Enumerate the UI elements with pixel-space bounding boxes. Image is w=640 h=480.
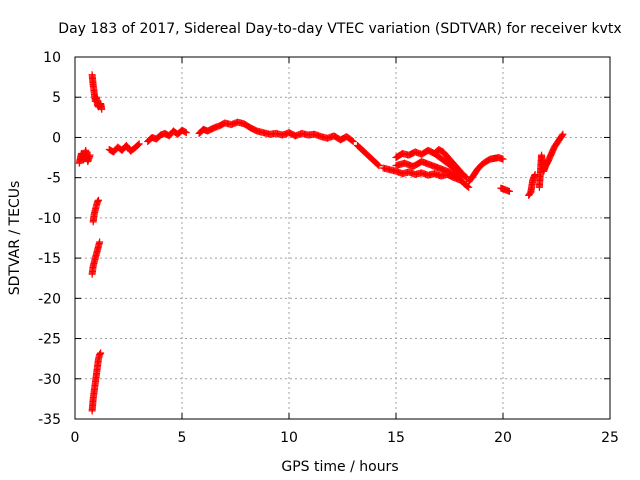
x-tick-label: 0: [71, 430, 80, 446]
data-point: [95, 196, 103, 204]
data-point: [182, 129, 190, 137]
data-point: [464, 183, 472, 191]
y-tick-label: 5: [52, 90, 61, 106]
data-point: [86, 151, 94, 159]
x-tick-label: 20: [494, 430, 512, 446]
y-axis-label: SDTVAR / TECUs: [7, 181, 23, 296]
data-point: [505, 187, 513, 195]
data-point: [462, 173, 470, 181]
data-points: [75, 71, 567, 415]
data-point: [558, 131, 566, 139]
y-tick-label: -25: [38, 332, 61, 348]
y-tick-label: -35: [38, 412, 61, 428]
data-point: [134, 141, 142, 149]
chart-title: Day 183 of 2017, Sidereal Day-to-day VTE…: [58, 21, 621, 37]
x-tick-label: 5: [178, 430, 187, 446]
x-axis-label: GPS time / hours: [281, 459, 398, 475]
y-tick-label: -20: [38, 291, 61, 307]
data-point: [181, 128, 189, 136]
data-point: [373, 160, 381, 168]
y-tick-label: 0: [52, 130, 61, 146]
axis-ticks: 0 5 10 15 20 25 10 5 0 -5 -10 -15 -20 -25 -30 -35: [38, 50, 619, 446]
data-point: [135, 140, 143, 148]
data-point: [559, 130, 567, 138]
y-tick-label: -30: [38, 372, 61, 388]
data-point: [374, 161, 382, 169]
x-tick-label: 25: [601, 430, 619, 446]
data-point: [348, 137, 356, 145]
data-point: [455, 166, 463, 174]
data-point: [349, 137, 357, 145]
data-point: [456, 167, 464, 175]
plot-frame: [74, 56, 611, 420]
y-tick-label: -5: [47, 171, 61, 187]
y-tick-label: -10: [38, 211, 61, 227]
data-point: [98, 105, 106, 113]
data-point: [375, 162, 383, 170]
data-point: [96, 238, 104, 246]
x-tick-label: 10: [280, 430, 298, 446]
grid-lines: [75, 57, 610, 419]
x-tick-label: 15: [387, 430, 405, 446]
y-tick-label: 10: [43, 50, 61, 66]
data-point: [97, 349, 105, 357]
data-point: [133, 141, 141, 149]
data-point: [499, 155, 507, 163]
y-tick-label: -15: [38, 251, 61, 267]
